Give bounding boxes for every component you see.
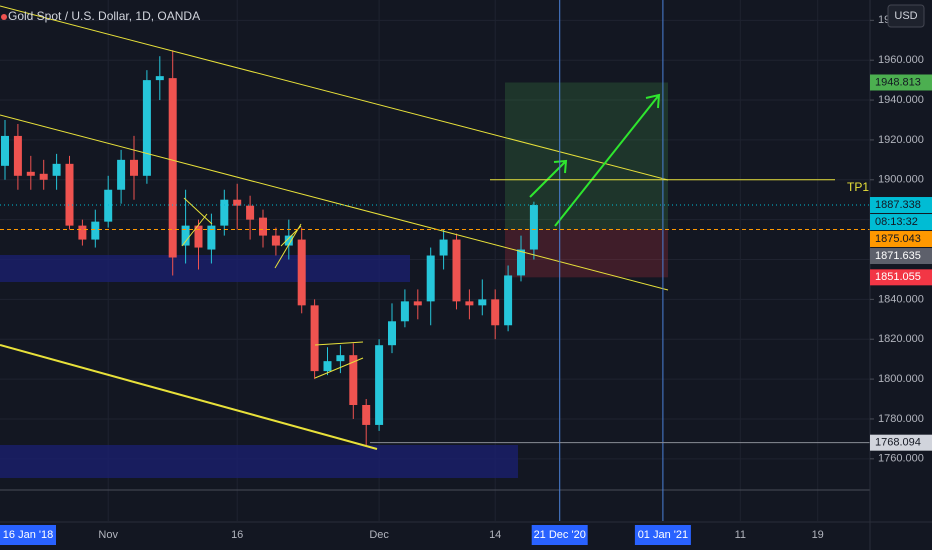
trendline (0, 344, 378, 450)
arrows (529, 93, 661, 227)
trendline (0, 114, 669, 291)
countdown: 08:13:32 (875, 216, 918, 228)
candle-body (362, 405, 371, 425)
y-tick-label: 1840.000 (878, 293, 924, 305)
candle-body (517, 249, 525, 276)
candle-body (504, 275, 513, 326)
price-label-box (870, 269, 932, 286)
price-label-box (870, 74, 932, 91)
x-tick-label: Nov (98, 529, 118, 541)
candle-body (310, 305, 319, 372)
candle-body (52, 163, 61, 176)
candle-body (168, 78, 177, 258)
x-tick-label: 21 Dec '20 (534, 529, 586, 541)
candle-body (91, 221, 100, 240)
tp1-label: TP1 (847, 180, 869, 194)
candle-body (155, 76, 164, 81)
x-label-box (531, 525, 588, 545)
candle-body (65, 163, 74, 226)
candle-body (207, 225, 216, 250)
price-label: 1948.813 (875, 76, 921, 88)
candle-body (142, 80, 151, 176)
candles (1, 50, 538, 447)
candle-body (375, 345, 384, 425)
price-label-box (870, 231, 932, 248)
candle-body (39, 173, 48, 180)
candle-body (400, 301, 409, 322)
candle-body (13, 135, 22, 176)
price-label-box (870, 434, 932, 451)
candle-body (26, 171, 35, 176)
candle-body (465, 301, 474, 306)
candle-body (130, 159, 138, 176)
y-tick-label: 1760.000 (878, 453, 924, 465)
x-tick-label: 16 (231, 529, 243, 541)
x-label-box (634, 525, 691, 545)
price-label: 1871.635 (875, 250, 921, 262)
x-tick-label: 01 Jan '21 (638, 529, 688, 541)
countdown-box (870, 214, 932, 231)
candle-body (413, 301, 422, 306)
demand-zone (0, 445, 518, 478)
candle-body (78, 225, 87, 240)
candle-body (259, 217, 267, 236)
candle-body (491, 299, 500, 326)
candle-body (426, 255, 435, 302)
x-tick-label: 11 (735, 529, 746, 541)
candle-body (181, 225, 190, 246)
y-tick-label: 1820.000 (878, 333, 924, 345)
candle-body (233, 199, 242, 206)
candle-body (323, 361, 332, 372)
pattern-line (314, 341, 364, 346)
candle-body (104, 189, 113, 222)
target-zone (505, 82, 668, 230)
pattern-line (181, 213, 208, 247)
candle-body (388, 321, 396, 346)
crosshair-date: 16 Jan '18 (3, 529, 53, 541)
chart-title: Gold Spot / U.S. Dollar, 1D, OANDA (8, 9, 200, 23)
x-tick-label: 19 (812, 529, 824, 541)
currency-label: USD (894, 10, 917, 22)
y-tick-label: 1800.000 (878, 373, 924, 385)
demand-zone (0, 255, 410, 282)
candle-body (452, 239, 461, 302)
y-tick-label: 1900.000 (878, 174, 924, 186)
currency-button[interactable] (887, 4, 925, 28)
status-dot (1, 14, 7, 20)
price-label: 1768.094 (875, 437, 921, 449)
price-label: 1851.055 (875, 271, 921, 283)
crosshair-date-box (0, 525, 56, 545)
candle-body (529, 205, 538, 250)
pattern-line (274, 223, 302, 269)
trendline (0, 5, 669, 181)
trendlines (0, 5, 669, 450)
candle-body (478, 299, 487, 306)
price-label-box (870, 248, 932, 265)
x-tick-label: Dec (369, 529, 389, 541)
candle-body (194, 225, 203, 248)
candle-body (297, 239, 306, 306)
y-tick-label: 1920.000 (878, 134, 924, 146)
candle-body (284, 235, 293, 246)
price-label: 1887.338 (875, 199, 921, 211)
pattern-line (183, 197, 213, 225)
y-tick-label: 1960.000 (878, 54, 924, 66)
candle-body (246, 205, 255, 220)
arrow (554, 93, 661, 227)
candle-body (439, 239, 448, 256)
candle-body (220, 199, 229, 226)
price-label-box (870, 197, 932, 214)
pattern-line (314, 357, 364, 379)
candle-body (117, 159, 126, 190)
x-tick-label: 14 (489, 529, 501, 541)
candle-body (349, 355, 358, 406)
overlay: TP1 (0, 0, 870, 521)
y-tick-label: 1940.000 (878, 94, 924, 106)
candle-body (1, 135, 9, 166)
y-tick-label: 1780.000 (878, 413, 924, 425)
candle-body (271, 235, 280, 246)
price-label: 1875.043 (875, 233, 921, 245)
candle-body (336, 355, 345, 362)
